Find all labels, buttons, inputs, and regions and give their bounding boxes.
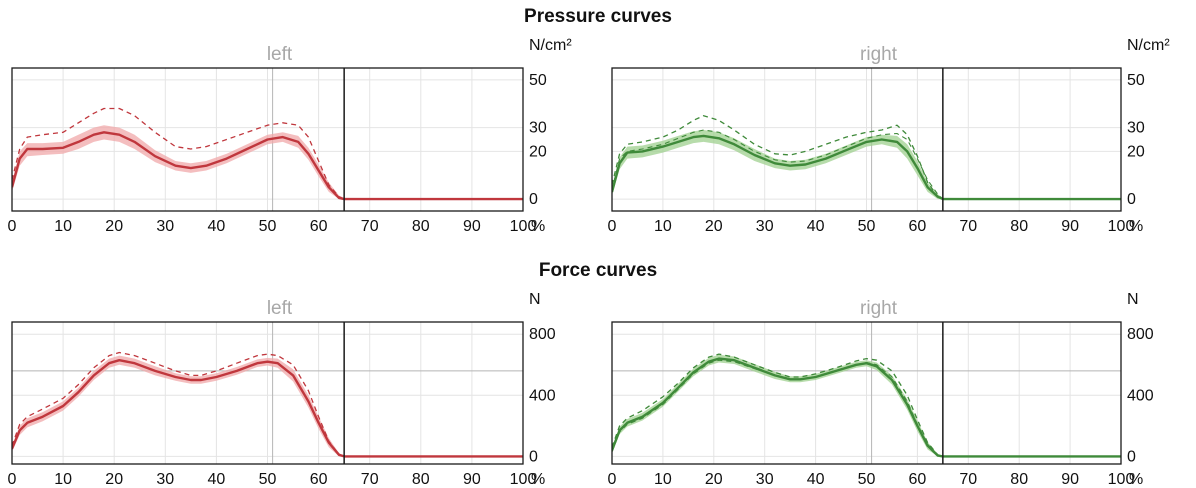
y-tick-label: 800 xyxy=(1127,326,1154,343)
x-tick-label: 90 xyxy=(463,218,481,235)
y-unit-label: N xyxy=(529,291,541,308)
x-tick-label: 40 xyxy=(807,218,825,235)
x-tick-label: 0 xyxy=(608,471,617,488)
x-tick-label: 60 xyxy=(310,218,328,235)
x-tick-label: 30 xyxy=(756,218,774,235)
x-tick-label: 60 xyxy=(909,218,927,235)
mean-curve xyxy=(12,358,523,458)
x-tick-label: 80 xyxy=(1010,218,1028,235)
x-tick-label: 70 xyxy=(959,471,977,488)
x-tick-label: 100 xyxy=(1108,218,1135,235)
y-tick-label: 400 xyxy=(1127,387,1154,404)
plot-area xyxy=(12,107,523,201)
x-tick-label: 0 xyxy=(608,218,617,235)
x-tick-label: 80 xyxy=(412,471,430,488)
pressure-right-chart: right N/cm² 0 20 30 50 0 10 20 30 40 50 60 70 80 90 100% xyxy=(608,37,1171,235)
x-tick-label: 50 xyxy=(858,471,876,488)
x-tick-label: 0 xyxy=(8,471,17,488)
x-unit-label: % xyxy=(1129,218,1143,235)
x-tick-label: 100 xyxy=(510,218,537,235)
mean-curve xyxy=(612,357,1121,458)
y-tick-label: 800 xyxy=(529,326,556,343)
plot-area xyxy=(612,353,1121,458)
plot-area xyxy=(612,115,1121,201)
x-tick-label: 60 xyxy=(909,471,927,488)
side-label: left xyxy=(267,44,293,65)
y-tick-label: 50 xyxy=(1127,72,1145,89)
y-tick-label: 30 xyxy=(529,120,547,137)
x-tick-label: 40 xyxy=(208,471,226,488)
dashed-curve xyxy=(612,353,1121,458)
y-tick-label: 0 xyxy=(1127,191,1136,208)
x-tick-label: 20 xyxy=(705,218,723,235)
x-unit-label: % xyxy=(531,218,545,235)
y-tick-label: 0 xyxy=(529,191,538,208)
x-unit-label: % xyxy=(531,471,545,488)
x-tick-label: 70 xyxy=(361,471,379,488)
force-right-chart: right N 0 400 800 0 10 20 30 40 50 60 70 80 90 100% xyxy=(608,291,1154,488)
x-tick-label: 50 xyxy=(259,218,277,235)
side-label: right xyxy=(860,298,898,319)
std-band xyxy=(12,125,523,200)
x-tick-label: 90 xyxy=(1061,218,1079,235)
force-left-chart: left N 0 400 800 0 10 20 30 40 50 60 70 80 90 100% xyxy=(8,291,556,488)
y-unit-label: N xyxy=(1127,291,1139,308)
y-tick-label: 0 xyxy=(1127,448,1136,465)
plot-area xyxy=(12,351,523,458)
x-tick-label: 100 xyxy=(510,471,537,488)
force-curves-title: Force curves xyxy=(538,260,658,281)
y-tick-label: 20 xyxy=(529,143,547,160)
mean-curve xyxy=(612,134,1121,201)
y-tick-label: 20 xyxy=(1127,143,1145,160)
x-tick-label: 30 xyxy=(756,471,774,488)
plot-frame xyxy=(611,67,1122,212)
y-tick-label: 30 xyxy=(1127,120,1145,137)
side-label: left xyxy=(267,298,293,319)
grid-lines xyxy=(611,322,1122,464)
plot-frame xyxy=(611,321,1122,465)
pressure-curves-title: Pressure curves xyxy=(524,6,672,27)
x-tick-label: 30 xyxy=(156,471,174,488)
x-tick-label: 70 xyxy=(361,218,379,235)
x-tick-label: 100 xyxy=(1108,471,1135,488)
x-tick-label: 70 xyxy=(959,218,977,235)
y-tick-label: 0 xyxy=(529,448,538,465)
x-tick-label: 10 xyxy=(654,471,672,488)
x-tick-label: 80 xyxy=(412,218,430,235)
dashed-curve xyxy=(12,351,523,458)
x-tick-label: 40 xyxy=(807,471,825,488)
x-tick-label: 40 xyxy=(208,218,226,235)
x-unit-label: % xyxy=(1129,471,1143,488)
x-tick-label: 60 xyxy=(310,471,328,488)
x-tick-label: 90 xyxy=(1061,471,1079,488)
x-tick-label: 30 xyxy=(156,218,174,235)
x-tick-label: 20 xyxy=(705,471,723,488)
x-tick-label: 90 xyxy=(463,471,481,488)
x-tick-label: 20 xyxy=(105,218,123,235)
grid-lines xyxy=(11,322,524,464)
x-tick-label: 50 xyxy=(858,218,876,235)
dashed-curve xyxy=(612,115,1121,200)
x-tick-label: 20 xyxy=(105,471,123,488)
x-tick-label: 10 xyxy=(54,471,72,488)
x-tick-label: 80 xyxy=(1010,471,1028,488)
x-tick-label: 0 xyxy=(8,218,17,235)
side-label: right xyxy=(860,44,898,65)
plot-frame xyxy=(11,67,524,212)
x-tick-label: 10 xyxy=(54,218,72,235)
x-tick-label: 50 xyxy=(259,471,277,488)
pressure-left-chart: left N/cm² 0 20 30 50 0 10 20 30 40 50 60 70 80 90 100% xyxy=(8,37,573,235)
dashed-curve xyxy=(12,107,523,200)
x-tick-label: 10 xyxy=(654,218,672,235)
dashed-curve-2 xyxy=(612,129,1121,200)
mean-curve xyxy=(12,131,523,201)
y-tick-label: 400 xyxy=(529,387,556,404)
y-unit-label: N/cm² xyxy=(529,37,572,54)
y-unit-label: N/cm² xyxy=(1127,37,1170,54)
y-tick-label: 50 xyxy=(529,72,547,89)
plot-frame xyxy=(11,321,524,465)
